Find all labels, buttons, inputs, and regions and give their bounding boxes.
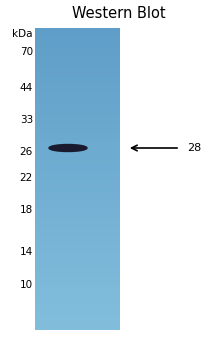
Text: 33: 33 <box>20 115 33 125</box>
Text: 28kDa: 28kDa <box>186 143 202 153</box>
Text: 18: 18 <box>20 205 33 215</box>
Text: 44: 44 <box>20 83 33 93</box>
Ellipse shape <box>49 145 87 152</box>
Text: 10: 10 <box>20 280 33 290</box>
Text: kDa: kDa <box>13 29 33 39</box>
Text: Western Blot: Western Blot <box>72 6 165 22</box>
Text: 22: 22 <box>20 173 33 183</box>
Text: 70: 70 <box>20 47 33 57</box>
Text: 26: 26 <box>20 147 33 157</box>
Text: 14: 14 <box>20 247 33 257</box>
